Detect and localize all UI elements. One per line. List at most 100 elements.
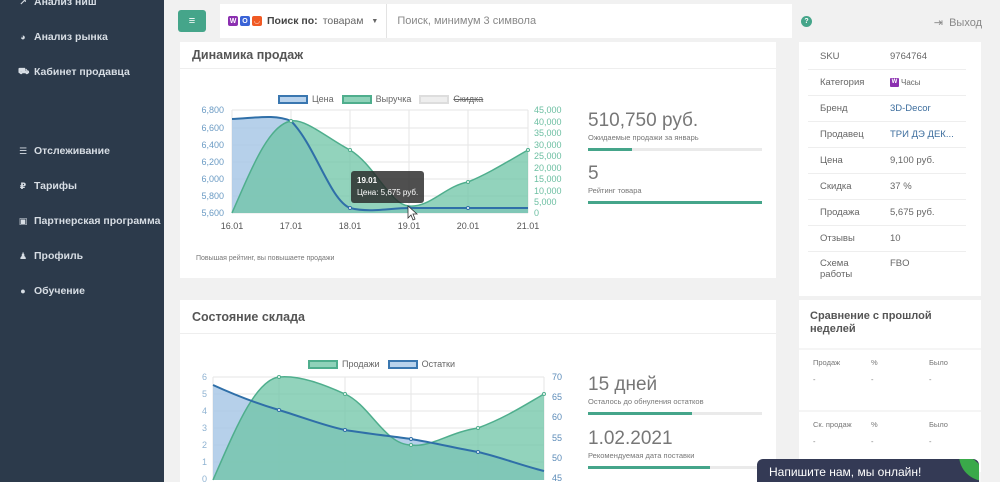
info-row-sku: SKU 9764764 — [808, 44, 966, 70]
logout-button[interactable]: ⇥ Выход — [933, 16, 982, 30]
list-icon: ☰ — [18, 145, 28, 156]
kpi-label: Рейтинг товара — [588, 186, 642, 195]
sales-chart-legend: Цена Выручка Скидка — [278, 94, 483, 104]
svg-text:70: 70 — [552, 372, 562, 382]
info-row-seller: Продавец ТРИ ДЭ ДЕК... — [808, 122, 966, 148]
info-key: Продавец — [820, 129, 864, 140]
sidebar-item-tariffs[interactable]: ₽ Тарифы — [18, 180, 77, 192]
svg-text:20,000: 20,000 — [534, 163, 562, 173]
scope-value: товарам — [322, 15, 364, 27]
svg-text:10,000: 10,000 — [534, 186, 562, 196]
info-row-scheme: Схема работы FBO — [808, 252, 966, 288]
sidebar-item-profile[interactable]: ♟ Профиль — [18, 250, 83, 262]
svg-text:6,800: 6,800 — [201, 105, 224, 115]
info-row-price: Цена 9,100 руб. — [808, 148, 966, 174]
sidebar-item-label: Партнерская программа — [34, 215, 161, 227]
weekly-comparison-card: Сравнение с прошлой неделей Продаж % Был… — [799, 300, 981, 482]
info-row-sale-price: Продажа 5,675 руб. — [808, 200, 966, 226]
search-input[interactable] — [387, 4, 792, 38]
sales-chart: 6,800 6,600 6,400 6,200 6,000 5,800 5,600 45,… — [201, 105, 562, 231]
legend-item-stock[interactable]: Остатки — [387, 359, 456, 369]
chart-tooltip: 19.01 Цена: 5,675 руб. — [351, 171, 425, 203]
chart-line-icon: ↗ — [19, 0, 27, 7]
svg-text:6,200: 6,200 — [201, 157, 224, 167]
svg-text:55: 55 — [552, 433, 562, 443]
legend-item-price[interactable]: Цена — [278, 94, 334, 104]
question-icon: ● — [20, 286, 26, 296]
svg-text:6,400: 6,400 — [201, 140, 224, 150]
kpi-label: Рекомендуемая дата поставки — [588, 451, 695, 460]
svg-text:45,000: 45,000 — [534, 105, 562, 115]
comparison-sales: Продаж % Было - - - — [799, 350, 981, 410]
svg-text:60: 60 — [552, 412, 562, 422]
info-key: Отзывы — [820, 233, 855, 244]
info-key: Цена — [820, 155, 843, 166]
svg-text:4: 4 — [202, 406, 207, 416]
svg-text:30,000: 30,000 — [534, 140, 562, 150]
svg-text:6,600: 6,600 — [201, 123, 224, 133]
sidebar-item-label: Кабинет продавца — [34, 66, 130, 78]
cell-value: - — [871, 437, 874, 446]
info-row-reviews: Отзывы 10 — [808, 226, 966, 252]
rating-note: Повышая рейтинг, вы повышаете продажи — [196, 255, 335, 262]
legend-item-revenue[interactable]: Выручка — [341, 94, 412, 104]
svg-text:35,000: 35,000 — [534, 128, 562, 138]
ruble-icon: ₽ — [19, 180, 27, 191]
sidebar-item-label: Обучение — [34, 285, 85, 297]
kpi-label: Осталось до обнуления остатков — [588, 397, 704, 406]
legend-label: Остатки — [421, 359, 456, 369]
menu-toggle-button[interactable]: ≡ — [178, 10, 206, 32]
search-scope-dropdown[interactable]: W O ◡ Поиск по: товарам ▼ — [220, 4, 388, 38]
wildberries-icon: W — [228, 16, 238, 26]
svg-text:5,800: 5,800 — [201, 191, 224, 201]
legend-item-discount[interactable]: Скидка — [419, 94, 483, 104]
seller-link[interactable]: ТРИ ДЭ ДЕК... — [890, 129, 954, 140]
info-key: Бренд — [820, 103, 848, 114]
cell-value: - — [929, 375, 932, 384]
info-value: FBO — [890, 258, 910, 269]
column-header: % — [871, 358, 878, 367]
legend-label: Выручка — [375, 94, 412, 104]
sidebar-item-market-analysis[interactable]: ◕ Анализ рынка — [18, 31, 108, 43]
kpi-label: Ожидаемые продажи за январь — [588, 133, 699, 142]
sidebar-item-label: Профиль — [34, 250, 84, 262]
legend-item-sales[interactable]: Продажи — [308, 359, 380, 369]
card-title: Состояние склада — [180, 300, 776, 334]
svg-text:5: 5 — [202, 389, 207, 399]
info-value: 9,100 руб. — [890, 155, 935, 166]
card-title: Сравнение с прошлой неделей — [799, 300, 981, 348]
kpi-product-rating: 5 Рейтинг товара — [588, 163, 762, 204]
svg-text:16.01: 16.01 — [221, 221, 244, 231]
chat-widget-button[interactable]: Напишите нам, мы онлайн! — [757, 459, 979, 482]
kpi-expected-sales: 510,750 руб. Ожидаемые продажи за январь — [588, 110, 762, 151]
sidebar-item-partner-program[interactable]: ▣ Партнерская программа — [18, 215, 161, 227]
help-icon[interactable]: ? — [801, 16, 812, 27]
info-value: 37 % — [890, 181, 912, 192]
sidebar-item-seller-cabinet[interactable]: ⛟ Кабинет продавца — [18, 66, 130, 78]
sidebar-item-learning[interactable]: ● Обучение — [18, 285, 85, 297]
svg-text:50: 50 — [552, 453, 562, 463]
kpi-progress — [588, 148, 762, 151]
kpi-progress — [588, 466, 762, 469]
sign-out-icon: ⇥ — [933, 17, 944, 29]
svg-text:3: 3 — [202, 423, 207, 433]
svg-text:1: 1 — [202, 457, 207, 467]
info-value[interactable]: W Часы — [876, 78, 921, 88]
svg-text:0: 0 — [202, 474, 207, 482]
sidebar-item-tracking[interactable]: ☰ Отслеживание — [18, 145, 110, 157]
cell-value: - — [929, 437, 932, 446]
legend-label: Скидка — [453, 94, 484, 104]
legend-swatch — [387, 359, 418, 369]
info-row-category: Категория W Часы — [808, 70, 966, 96]
sidebar-item-niche-analysis[interactable]: ↗ Анализ ниш — [18, 0, 96, 8]
info-value: 10 — [890, 233, 901, 244]
product-info-table: SKU 9764764 Категория W Часы Бренд 3D-Dec… — [808, 44, 966, 288]
svg-text:17.01: 17.01 — [280, 221, 303, 231]
info-row-discount: Скидка 37 % — [808, 174, 966, 200]
kpi-value: 510,750 руб. — [588, 110, 699, 131]
brand-link[interactable]: 3D-Decor — [890, 103, 931, 114]
chat-label: Напишите нам, мы онлайн! — [769, 465, 922, 479]
column-header: % — [871, 420, 878, 429]
legend-swatch — [341, 94, 372, 104]
svg-text:2: 2 — [202, 440, 207, 450]
